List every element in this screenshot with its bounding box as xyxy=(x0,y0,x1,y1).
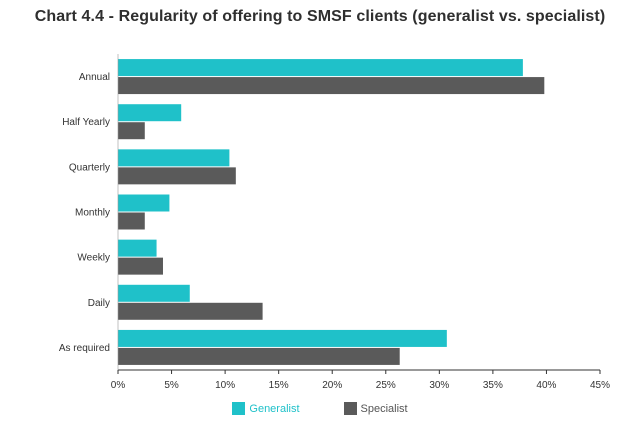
bar-specialist-annual xyxy=(118,77,545,95)
x-tick-label: 30% xyxy=(429,380,449,391)
bar-specialist-daily xyxy=(118,302,263,320)
bar-generalist-half-yearly xyxy=(118,104,182,122)
legend-item-specialist[interactable]: Specialist xyxy=(343,402,408,415)
x-tick-label: 20% xyxy=(322,380,342,391)
bars-layer xyxy=(118,59,545,365)
legend-label-specialist: Specialist xyxy=(360,402,408,415)
legend-item-generalist[interactable]: Generalist xyxy=(232,402,300,415)
chart-title: Chart 4.4 - Regularity of offering to SM… xyxy=(34,8,606,25)
x-tick-label: 45% xyxy=(590,380,610,391)
x-tick-label: 0% xyxy=(111,380,126,391)
bar-generalist-weekly xyxy=(118,239,157,257)
bar-specialist-as-required xyxy=(118,347,400,365)
bar-generalist-as-required xyxy=(118,329,447,347)
bar-generalist-monthly xyxy=(118,194,170,212)
specialist-swatch xyxy=(343,402,357,415)
legend-label-generalist: Generalist xyxy=(249,402,300,415)
category-label: Monthly xyxy=(75,208,110,219)
category-label: Quarterly xyxy=(69,162,110,173)
bar-chart: Annual Half Yearly Quarterly Monthly Weekly D… xyxy=(59,54,610,391)
x-tick-label: 5% xyxy=(164,380,179,391)
bar-specialist-monthly xyxy=(118,212,145,230)
bar-generalist-quarterly xyxy=(118,149,230,167)
x-tick-label: 10% xyxy=(215,380,235,391)
bar-specialist-half-yearly xyxy=(118,122,145,140)
x-axis: 0% 5% 10% 15% 20% 25% 30% 35% 40% 45% xyxy=(111,54,610,391)
bar-specialist-quarterly xyxy=(118,167,236,185)
category-label: As required xyxy=(59,343,110,354)
x-tick-label: 40% xyxy=(536,380,556,391)
generalist-swatch xyxy=(232,402,246,415)
category-label: Annual xyxy=(79,72,110,83)
category-label: Weekly xyxy=(77,253,110,264)
category-label: Daily xyxy=(88,298,110,309)
x-tick-label: 15% xyxy=(269,380,289,391)
x-tick-label: 35% xyxy=(483,380,503,391)
bar-generalist-annual xyxy=(118,59,523,77)
category-label: Half Yearly xyxy=(62,117,110,128)
bar-generalist-daily xyxy=(118,284,190,302)
x-tick-label: 25% xyxy=(376,380,396,391)
legend: Generalist Specialist xyxy=(0,402,640,415)
bar-specialist-weekly xyxy=(118,257,163,275)
category-labels: Annual Half Yearly Quarterly Monthly Weekly D… xyxy=(59,72,110,354)
